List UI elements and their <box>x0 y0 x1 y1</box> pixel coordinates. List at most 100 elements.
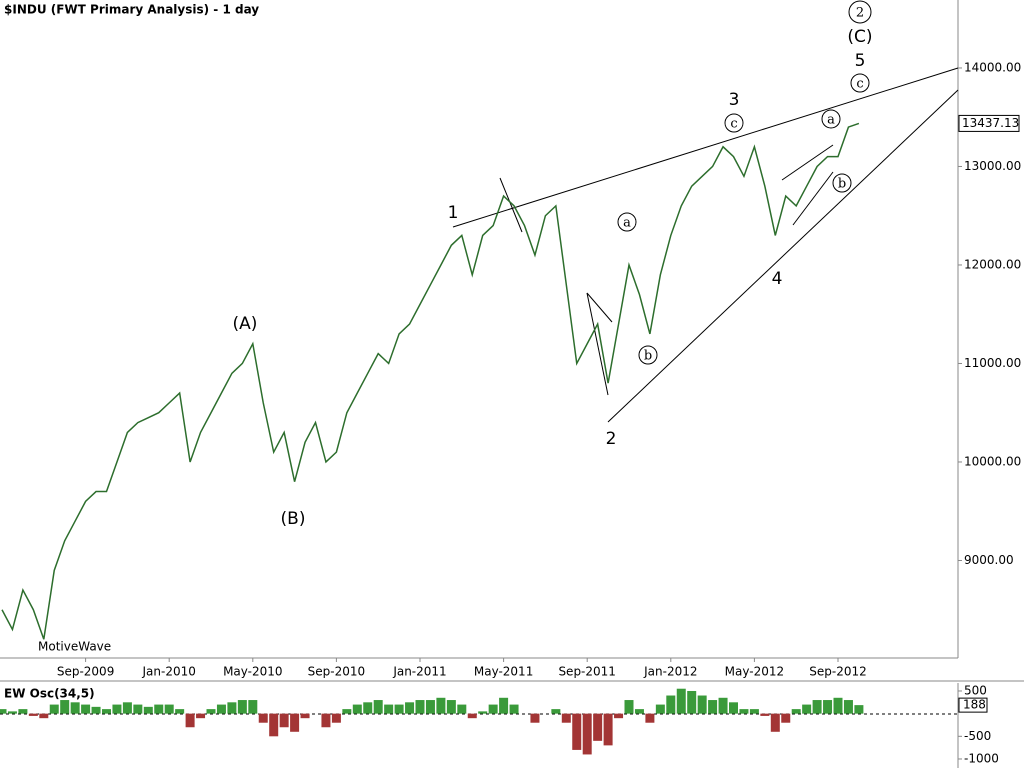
osc-bar <box>645 713 655 723</box>
wave-label: 4 <box>772 269 783 289</box>
wave-label: a <box>827 113 835 128</box>
osc-bar <box>561 713 571 723</box>
last-price-box <box>958 114 1020 132</box>
osc-bar <box>185 713 195 728</box>
osc-bar <box>7 711 17 714</box>
osc-bar <box>687 690 697 714</box>
channel-line <box>499 177 523 233</box>
wave-label: 2 <box>606 429 617 449</box>
y-tick-label: 500 <box>964 683 987 697</box>
osc-bar <box>342 709 352 714</box>
osc-bar <box>718 697 728 714</box>
channel-line <box>792 171 834 226</box>
y-tick-label: 10000.00 <box>964 454 1021 468</box>
osc-bar <box>833 697 843 714</box>
osc-bar <box>624 700 634 714</box>
channel-line <box>586 292 613 323</box>
osc-bar <box>739 709 749 714</box>
osc-bar <box>122 702 132 714</box>
y-tick-label: 13000.00 <box>964 159 1021 173</box>
osc-bar <box>394 704 404 714</box>
osc-bar <box>551 709 561 714</box>
osc-bar <box>196 713 206 719</box>
wave-circle <box>821 109 841 129</box>
osc-bar <box>749 709 759 714</box>
wave-label: b <box>838 177 846 192</box>
trend-lines <box>452 67 959 423</box>
osc-bar <box>634 709 644 714</box>
osc-bar <box>770 713 780 732</box>
osc-bar <box>708 700 718 714</box>
osc-bar <box>791 709 801 714</box>
osc-bar <box>436 697 446 714</box>
wave-label: 5 <box>855 51 866 71</box>
osc-bar <box>760 713 770 716</box>
wave-label: b <box>644 349 652 364</box>
wave-circle <box>832 173 852 193</box>
osc-bar <box>467 713 477 719</box>
x-tick-label: Sep-2011 <box>558 665 616 679</box>
upper-trend-line <box>452 67 959 228</box>
x-tick-label: May-2012 <box>725 665 784 679</box>
wave-circle <box>724 113 744 133</box>
x-tick-label: Jan-2011 <box>392 665 446 679</box>
osc-bar <box>697 695 707 714</box>
x-tick-label: Sep-2010 <box>308 665 366 679</box>
osc-bar <box>729 702 738 714</box>
wave-label: 2 <box>856 6 864 21</box>
x-tick-label: Sep-2012 <box>809 665 867 679</box>
osc-bar <box>258 713 268 723</box>
wave-label: (A) <box>233 314 258 334</box>
osc-bar <box>457 704 467 714</box>
osc-bar <box>18 709 28 714</box>
osc-bar <box>655 704 665 714</box>
wave-label: c <box>856 77 863 92</box>
wave-label: 3 <box>729 90 740 110</box>
osc-bar <box>478 711 488 714</box>
osc-bar <box>60 700 70 714</box>
osc-bar <box>28 713 38 716</box>
osc-bar <box>384 704 394 714</box>
x-tick-label: Sep-2009 <box>57 665 115 679</box>
osc-bar <box>352 704 362 714</box>
osc-bar <box>509 704 519 714</box>
osc-bar <box>321 713 331 728</box>
osc-bar <box>666 695 676 714</box>
x-tick-label: May-2011 <box>474 665 533 679</box>
osc-bar <box>802 704 812 714</box>
wave-circle <box>638 345 658 365</box>
channel-line <box>586 292 609 396</box>
wave-circle <box>617 212 637 232</box>
osc-bar <box>164 704 174 714</box>
last-value-box <box>958 697 988 713</box>
osc-bar <box>812 700 822 714</box>
osc-bar <box>854 705 864 714</box>
osc-bar <box>843 700 853 714</box>
osc-bar <box>227 702 237 714</box>
x-tick-label: Jan-2010 <box>142 665 196 679</box>
osc-bar <box>154 704 164 714</box>
osc-bar <box>603 713 613 746</box>
osc-bar <box>70 702 80 714</box>
wave-circle <box>848 0 872 24</box>
osc-bar <box>331 713 341 723</box>
osc-bar <box>614 713 624 719</box>
x-tick-label: May-2010 <box>223 665 282 679</box>
price-line <box>1 122 860 640</box>
last-price-label: 13437.13 <box>962 116 1019 130</box>
lower-trend-line <box>607 89 959 423</box>
osc-bar <box>102 709 111 714</box>
osc-bar <box>405 702 415 714</box>
osc-title: EW Osc(34,5) <box>4 687 95 701</box>
osc-bar <box>279 713 289 728</box>
wave-circle <box>850 73 870 93</box>
chart-title: $INDU (FWT Primary Analysis) - 1 day <box>4 3 259 17</box>
osc-bar <box>248 700 258 714</box>
osc-bar <box>446 700 456 714</box>
osc-bar <box>676 688 686 714</box>
osc-bar <box>112 704 122 714</box>
wave-label: 1 <box>448 203 459 223</box>
y-tick-label: 11000.00 <box>964 356 1021 370</box>
